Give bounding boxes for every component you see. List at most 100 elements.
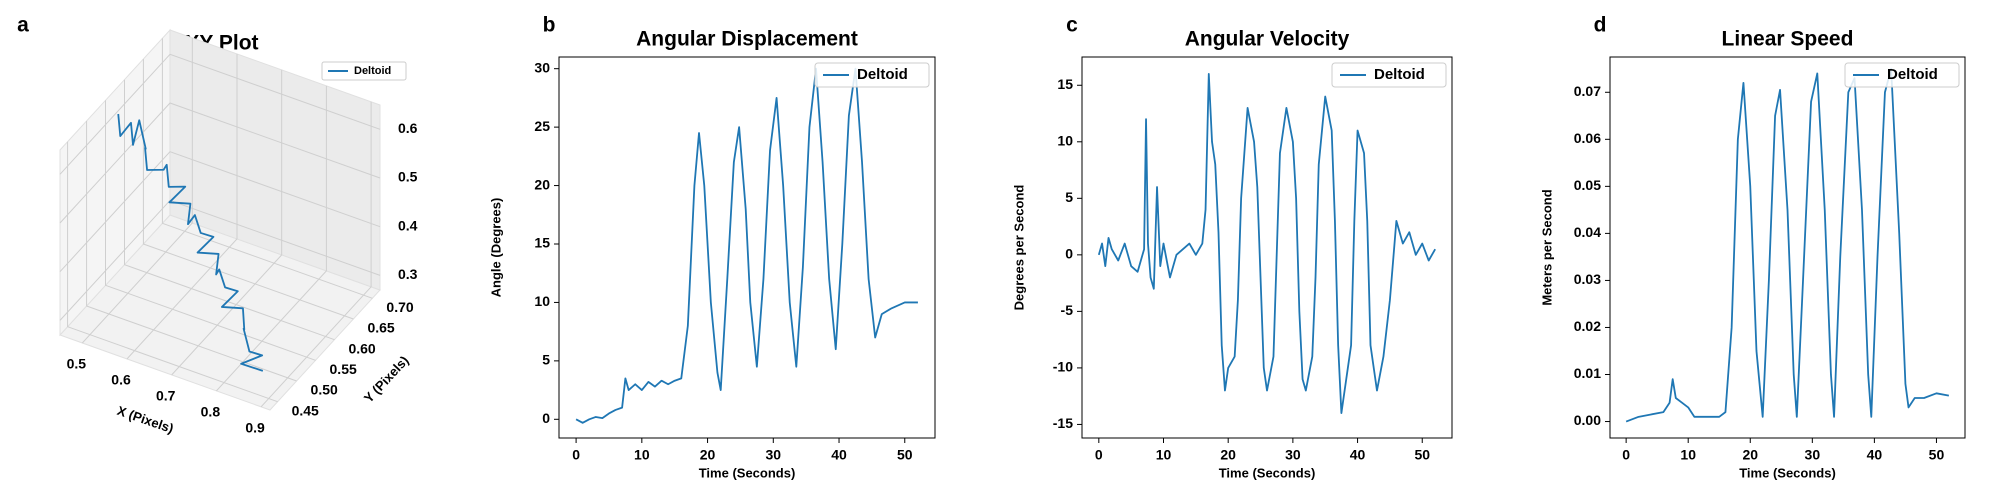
x-tick-label: 20: [700, 447, 716, 463]
legend-box: [1844, 62, 1960, 88]
panel-label: c: [1066, 14, 1078, 37]
z-tick-label: 0.3: [398, 266, 418, 282]
y-tick-label: 0.04: [1574, 224, 1601, 240]
y-tick-label: 0.50: [311, 382, 338, 398]
x-axis-label: X (Pixels): [115, 403, 175, 436]
x-tick-label: 40: [831, 447, 847, 463]
y-tick-label: -5: [1061, 302, 1074, 318]
y-tick-label: -15: [1053, 415, 1073, 431]
grid-line: [81, 38, 193, 344]
x-tick-label: 50: [1414, 447, 1430, 463]
y-axis-label: Angle (Degrees): [488, 198, 503, 298]
x-axis-label: Time (Seconds): [1219, 465, 1316, 480]
y-tick-label: 5: [542, 352, 550, 368]
y-tick-label: 0.45: [292, 402, 319, 418]
legend-box: [1331, 62, 1447, 88]
x-tick-label: 10: [1680, 447, 1696, 463]
y-tick-label: 0.06: [1574, 130, 1601, 146]
legend-box: [321, 61, 407, 81]
x-tick-label: 0.8: [201, 404, 221, 420]
grid-line: [59, 102, 381, 224]
y-tick-label: 0.05: [1574, 177, 1601, 193]
z-tick-label: 0.6: [398, 120, 418, 136]
grid-line: [67, 141, 278, 403]
x-tick-label: 20: [1220, 447, 1236, 463]
pane-left: [59, 28, 171, 337]
y-axis-label: Degrees per Second: [1011, 185, 1026, 311]
chart-title: Angular Velocity: [1185, 28, 1350, 51]
x-tick-label: 0: [1095, 447, 1103, 463]
y-tick-label: 0.65: [367, 320, 394, 336]
grid-line: [171, 69, 283, 376]
x-tick-label: 50: [897, 447, 913, 463]
grid-line: [86, 121, 297, 382]
legend-label: Deltoid: [857, 66, 908, 83]
legend-box: [814, 62, 930, 88]
plot-frame: [1609, 56, 1966, 439]
y-tick-label: 0.60: [348, 340, 375, 356]
grid-line: [124, 79, 335, 341]
y-tick-label: 30: [534, 59, 550, 75]
grid-line: [59, 151, 381, 273]
grid-line: [216, 85, 327, 392]
data-line: [1625, 67, 1950, 423]
legend-label: Deltoid: [354, 65, 391, 77]
z-tick-label: 0.5: [398, 169, 418, 185]
y-tick-label: -10: [1053, 359, 1073, 375]
grid-line: [59, 199, 381, 321]
x-tick-label: 10: [634, 447, 650, 463]
x-tick-label: 20: [1742, 447, 1758, 463]
grid-line: [142, 59, 354, 320]
y-tick-label: 0.55: [330, 361, 357, 377]
grid-line: [126, 53, 238, 360]
x-tick-label: 0.9: [245, 420, 265, 436]
y-tick-label: 20: [534, 176, 550, 192]
x-tick-label: 30: [766, 447, 782, 463]
y-tick-label: 0: [542, 410, 550, 426]
x-tick-label: 40: [1867, 447, 1883, 463]
y-tick-label: 0.07: [1574, 83, 1601, 99]
grid-line: [161, 38, 373, 299]
panel-label: d: [1594, 14, 1607, 37]
legend-label: Deltoid: [1887, 66, 1938, 83]
y-tick-label: 0.00: [1574, 412, 1601, 428]
y-tick-label: 0.01: [1574, 365, 1601, 381]
y-axis-label: Y (Pixels): [361, 353, 412, 406]
chart-title: Angular Displacement: [636, 28, 858, 51]
plot-frame: [1081, 56, 1453, 439]
x-tick-label: 0.7: [156, 388, 176, 404]
grid-line: [260, 101, 372, 408]
data-line: [575, 67, 918, 424]
data-line: [117, 113, 264, 372]
data-line: [1097, 73, 1436, 415]
y-tick-label: 25: [534, 118, 550, 134]
legend-label: Deltoid: [1374, 66, 1425, 83]
x-axis-label: Time (Seconds): [699, 465, 796, 480]
y-axis-label: Meters per Second: [1539, 189, 1554, 305]
z-tick-label: 0.4: [398, 217, 418, 233]
x-tick-label: 0.5: [67, 356, 87, 372]
x-tick-label: 0.6: [111, 372, 131, 388]
y-tick-label: 0.03: [1574, 271, 1601, 287]
x-axis-label: Time (Seconds): [1739, 465, 1836, 480]
x-tick-label: 10: [1156, 447, 1172, 463]
x-tick-label: 50: [1929, 447, 1945, 463]
y-tick-label: 5: [1065, 189, 1073, 205]
x-tick-label: 0: [572, 447, 580, 463]
grid-line: [59, 53, 381, 175]
panel-label: a: [17, 14, 29, 37]
y-tick-label: 0: [1065, 246, 1073, 262]
panel-label: b: [543, 14, 556, 37]
x-tick-label: 30: [1285, 447, 1301, 463]
y-tick-label: 10: [1057, 132, 1073, 148]
x-tick-label: 0: [1622, 447, 1630, 463]
y-tick-label: 15: [534, 235, 550, 251]
y-tick-label: 15: [1057, 76, 1073, 92]
x-tick-label: 40: [1350, 447, 1366, 463]
x-tick-label: 30: [1805, 447, 1821, 463]
plot-frame: [558, 56, 936, 439]
chart-title: Linear Speed: [1722, 28, 1854, 51]
y-tick-label: 10: [534, 293, 550, 309]
y-tick-label: 0.70: [386, 299, 413, 315]
